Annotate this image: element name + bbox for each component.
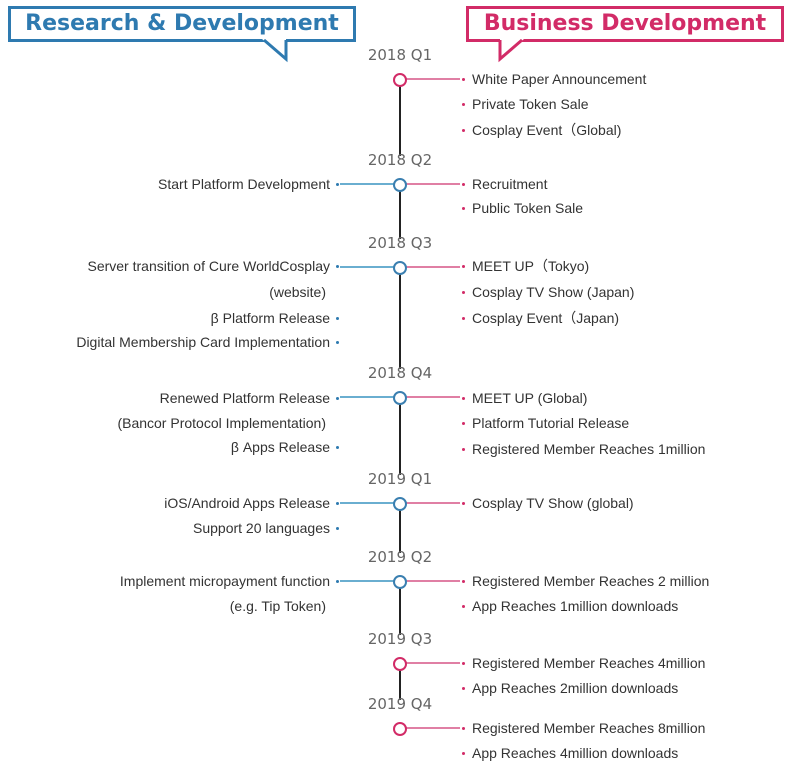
business-connector: [402, 502, 460, 504]
research-item: Renewed Platform Release: [159, 390, 330, 406]
business-connector: [402, 727, 460, 729]
research-connector: [340, 266, 398, 268]
research-bullet: [336, 580, 339, 583]
business-bullet: [462, 103, 465, 106]
business-bullet: [462, 687, 465, 690]
business-item: MEET UP (Global): [472, 390, 588, 406]
research-header: Research & Development: [8, 6, 356, 42]
business-item: Platform Tutorial Release: [472, 415, 630, 431]
quarter-label: 2019 Q4: [367, 695, 433, 713]
research-item: (website): [269, 284, 326, 300]
quarter-label: 2019 Q2: [367, 548, 433, 566]
research-header-tail: [262, 39, 288, 63]
quarter-label: 2018 Q4: [367, 364, 433, 382]
business-item: Registered Member Reaches 8million: [472, 720, 706, 736]
business-item: App Reaches 1million downloads: [472, 598, 679, 614]
business-connector: [402, 183, 460, 185]
research-connector: [340, 183, 398, 185]
timeline-spine-segment: [399, 404, 401, 475]
business-header-tail: [498, 39, 524, 63]
business-item: Registered Member Reaches 4million: [472, 655, 706, 671]
research-item: Support 20 languages: [193, 520, 330, 536]
business-bullet: [462, 422, 465, 425]
business-bullet: [462, 317, 465, 320]
business-item: Cosplay Event（Japan): [472, 310, 620, 326]
business-item: Cosplay TV Show (Japan): [472, 284, 635, 300]
timeline-spine-segment: [399, 588, 401, 635]
research-bullet: [336, 446, 339, 449]
quarter-label: 2018 Q1: [367, 46, 433, 64]
research-bullet: [336, 317, 339, 320]
timeline-spine-segment: [399, 191, 401, 239]
business-bullet: [462, 291, 465, 294]
research-item: (Bancor Protocol Implementation): [117, 415, 326, 431]
business-connector: [402, 662, 460, 664]
business-connector: [402, 266, 460, 268]
milestone-node: [393, 178, 407, 192]
research-item: β Platform Release: [210, 310, 330, 326]
business-item: Cosplay Event（Global): [472, 122, 622, 138]
research-item: Digital Membership Card Implementation: [76, 334, 330, 350]
milestone-node: [393, 575, 407, 589]
business-bullet: [462, 183, 465, 186]
research-connector: [340, 502, 398, 504]
business-bullet: [462, 502, 465, 505]
business-item: Public Token Sale: [472, 200, 584, 216]
business-bullet: [462, 265, 465, 268]
business-bullet: [462, 727, 465, 730]
business-item: App Reaches 2million downloads: [472, 680, 679, 696]
business-bullet: [462, 78, 465, 81]
business-item: Registered Member Reaches 2 million: [472, 573, 710, 589]
milestone-node: [393, 391, 407, 405]
business-bullet: [462, 448, 465, 451]
business-item: Registered Member Reaches 1million: [472, 441, 706, 457]
milestone-node: [393, 261, 407, 275]
research-bullet: [336, 265, 339, 268]
research-item: (e.g. Tip Token): [229, 598, 326, 614]
business-bullet: [462, 662, 465, 665]
quarter-label: 2019 Q1: [367, 470, 433, 488]
business-bullet: [462, 129, 465, 132]
research-bullet: [336, 527, 339, 530]
research-bullet: [336, 183, 339, 186]
research-item: Implement micropayment function: [119, 573, 330, 589]
research-bullet: [336, 397, 339, 400]
quarter-label: 2019 Q3: [367, 630, 433, 648]
quarter-label: 2018 Q3: [367, 234, 433, 252]
business-connector: [402, 396, 460, 398]
business-bullet: [462, 605, 465, 608]
business-bullet: [462, 397, 465, 400]
milestone-node: [393, 657, 407, 671]
research-item: Server transition of Cure WorldCosplay: [87, 258, 330, 274]
research-bullet: [336, 502, 339, 505]
milestone-node: [393, 73, 407, 87]
timeline-spine-segment: [399, 274, 401, 369]
timeline-spine-segment: [399, 670, 401, 700]
business-item: App Reaches 4million downloads: [472, 745, 679, 761]
research-item: β Apps Release: [230, 439, 330, 455]
research-item: Start Platform Development: [158, 176, 330, 192]
milestone-node: [393, 497, 407, 511]
business-item: White Paper Announcement: [472, 71, 647, 87]
business-item: Recruitment: [472, 176, 548, 192]
business-bullet: [462, 207, 465, 210]
business-connector: [402, 580, 460, 582]
business-header: Business Development: [466, 6, 784, 42]
timeline-spine-segment: [399, 510, 401, 553]
business-item: MEET UP（Tokyo): [472, 258, 590, 274]
milestone-node: [393, 722, 407, 736]
business-bullet: [462, 580, 465, 583]
business-item: Private Token Sale: [472, 96, 589, 112]
quarter-label: 2018 Q2: [367, 151, 433, 169]
business-bullet: [462, 752, 465, 755]
research-connector: [340, 396, 398, 398]
research-item: iOS/Android Apps Release: [164, 495, 330, 511]
business-item: Cosplay TV Show (global): [472, 495, 634, 511]
timeline-spine-segment: [399, 86, 401, 156]
business-connector: [402, 78, 460, 80]
research-bullet: [336, 341, 339, 344]
research-connector: [340, 580, 398, 582]
